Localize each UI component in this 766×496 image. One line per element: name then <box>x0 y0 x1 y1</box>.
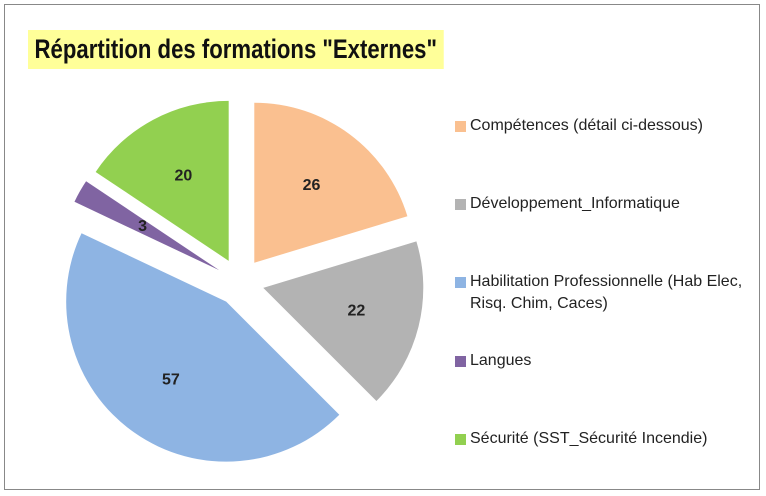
legend-label: Langues <box>470 352 532 369</box>
legend-item: Sécurité (SST_Sécurité Incendie) <box>455 428 755 450</box>
legend-swatch <box>455 434 466 445</box>
data-label: 26 <box>303 177 321 194</box>
pie-slice <box>74 181 220 271</box>
legend-label: Développement_Informatique <box>470 195 680 212</box>
pie-slice <box>263 241 424 401</box>
pie-slice <box>95 100 229 261</box>
legend-swatch <box>455 121 466 132</box>
legend-swatch <box>455 277 466 288</box>
pie-slice <box>254 102 408 263</box>
data-label: 20 <box>175 167 193 184</box>
pie-slice <box>66 233 340 462</box>
legend-label: Habilitation Professionnelle (Hab Elec, … <box>470 273 743 312</box>
legend-item: Développement_Informatique <box>455 193 755 215</box>
legend-swatch <box>455 356 466 367</box>
legend-item: Habilitation Professionnelle (Hab Elec, … <box>455 271 755 315</box>
legend-label: Compétences (détail ci-dessous) <box>470 117 703 134</box>
legend-swatch <box>455 199 466 210</box>
legend-item: Langues <box>455 350 755 372</box>
data-label: 22 <box>348 302 366 319</box>
legend-label: Sécurité (SST_Sécurité Incendie) <box>470 430 708 447</box>
chart-frame <box>4 4 760 490</box>
data-label: 3 <box>138 218 147 235</box>
chart-title: Répartition des formations "Externes" <box>28 30 444 69</box>
legend-item: Compétences (détail ci-dessous) <box>455 115 755 137</box>
data-label: 57 <box>162 371 180 388</box>
